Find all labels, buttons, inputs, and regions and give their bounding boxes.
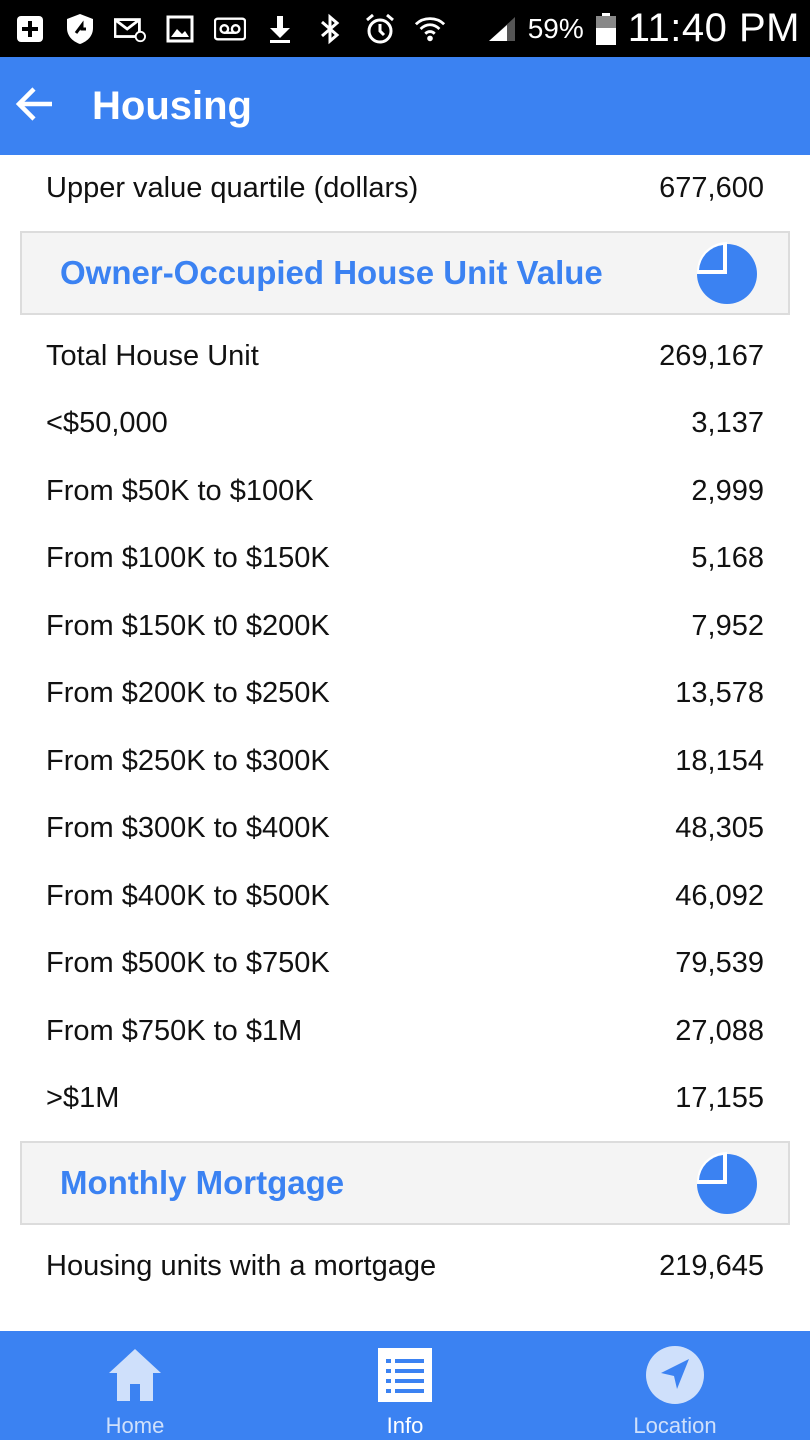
- image-icon: [164, 13, 196, 45]
- row-value: 2,999: [691, 474, 764, 507]
- row-value: 3,137: [691, 407, 764, 440]
- list-item: From $50K to $100K 2,999: [0, 458, 810, 526]
- list-item: Upper value quartile (dollars) 677,600: [0, 155, 810, 223]
- row-label: Total House Unit: [46, 339, 259, 372]
- pie-chart-icon: [696, 241, 757, 304]
- list-item: From $100K to $150K 5,168: [0, 525, 810, 593]
- alarm-icon: [364, 13, 396, 45]
- arrow-left-icon: [14, 86, 54, 127]
- list-item: Housing units with a mortgage 219,645: [0, 1233, 810, 1301]
- list-item: Total House Unit 269,167: [0, 323, 810, 391]
- list-item: From $300K to $400K 48,305: [0, 795, 810, 863]
- row-label: From $100K to $150K: [46, 542, 330, 575]
- list-item: From $750K to $1M 27,088: [0, 998, 810, 1066]
- row-value: 677,600: [659, 172, 764, 205]
- nav-info[interactable]: Info: [270, 1331, 540, 1440]
- nav-label: Info: [386, 1413, 424, 1438]
- content-list[interactable]: Upper value quartile (dollars) 677,600 O…: [0, 155, 810, 1331]
- row-label: Upper value quartile (dollars): [46, 172, 419, 205]
- section-title: Owner-Occupied House Unit Value: [60, 253, 603, 291]
- add-box-icon: [14, 13, 46, 45]
- list-item: From $400K to $500K 46,092: [0, 863, 810, 931]
- row-label: >$1M: [46, 1082, 120, 1115]
- row-label: From $50K to $100K: [46, 474, 314, 507]
- home-icon: [103, 1343, 167, 1407]
- row-value: 27,088: [675, 1014, 764, 1047]
- app-bar: Housing: [0, 57, 810, 155]
- pie-chart-button[interactable]: [694, 1150, 760, 1216]
- row-label: From $150K t0 $200K: [46, 609, 330, 642]
- row-value: 17,155: [675, 1082, 764, 1115]
- email-icon: [114, 13, 146, 45]
- shield-icon: [64, 13, 96, 45]
- nav-location[interactable]: Location: [540, 1331, 810, 1440]
- row-value: 46,092: [675, 879, 764, 912]
- row-value: 13,578: [675, 677, 764, 710]
- row-label: From $250K to $300K: [46, 744, 330, 777]
- page-title: Housing: [92, 83, 252, 128]
- nav-label: Home: [105, 1413, 165, 1438]
- row-label: From $300K to $400K: [46, 812, 330, 845]
- row-label: <$50,000: [46, 407, 168, 440]
- battery-icon: [594, 12, 618, 45]
- battery-percent: 59%: [527, 12, 584, 44]
- nav-label: Location: [633, 1413, 717, 1438]
- list-item: <$50,000 3,137: [0, 390, 810, 458]
- pie-chart-button[interactable]: [694, 240, 760, 306]
- navigation-icon: [643, 1343, 707, 1407]
- row-value: 269,167: [659, 339, 764, 372]
- row-value: 219,645: [659, 1249, 764, 1282]
- bottom-navigation: Home Info Location: [0, 1331, 810, 1440]
- row-value: 79,539: [675, 947, 764, 980]
- row-value: 5,168: [691, 542, 764, 575]
- row-label: From $750K to $1M: [46, 1014, 303, 1047]
- section-header-mortgage: Monthly Mortgage: [20, 1140, 790, 1225]
- clock: 11:40 PM: [627, 6, 800, 50]
- list-item: From $500K to $750K 79,539: [0, 930, 810, 998]
- download-icon: [264, 13, 296, 45]
- list-item: From $250K to $300K 18,154: [0, 728, 810, 796]
- house-value-rows: Total House Unit 269,167 <$50,000 3,137 Fr…: [0, 323, 810, 1133]
- row-label: Housing units with a mortgage: [46, 1249, 437, 1282]
- back-button[interactable]: [0, 57, 74, 155]
- row-label: From $400K to $500K: [46, 879, 330, 912]
- section-title: Monthly Mortgage: [60, 1163, 345, 1201]
- row-value: 7,952: [691, 609, 764, 642]
- nav-home[interactable]: Home: [0, 1331, 270, 1440]
- row-label: From $200K to $250K: [46, 677, 330, 710]
- list-item: From $150K t0 $200K 7,952: [0, 593, 810, 661]
- row-value: 48,305: [675, 812, 764, 845]
- list-icon: [373, 1343, 437, 1407]
- list-item: >$1M 17,155: [0, 1065, 810, 1133]
- bluetooth-icon: [314, 13, 346, 45]
- list-item: From $200K to $250K 13,578: [0, 660, 810, 728]
- row-label: From $500K to $750K: [46, 947, 330, 980]
- pie-chart-icon: [696, 1151, 757, 1214]
- row-value: 18,154: [675, 744, 764, 777]
- status-bar: 59% 11:40 PM: [0, 0, 810, 57]
- section-header-house-value: Owner-Occupied House Unit Value: [20, 230, 790, 315]
- voicemail-icon: [214, 13, 246, 45]
- signal-icon: [486, 13, 518, 45]
- wifi-icon: [414, 13, 446, 45]
